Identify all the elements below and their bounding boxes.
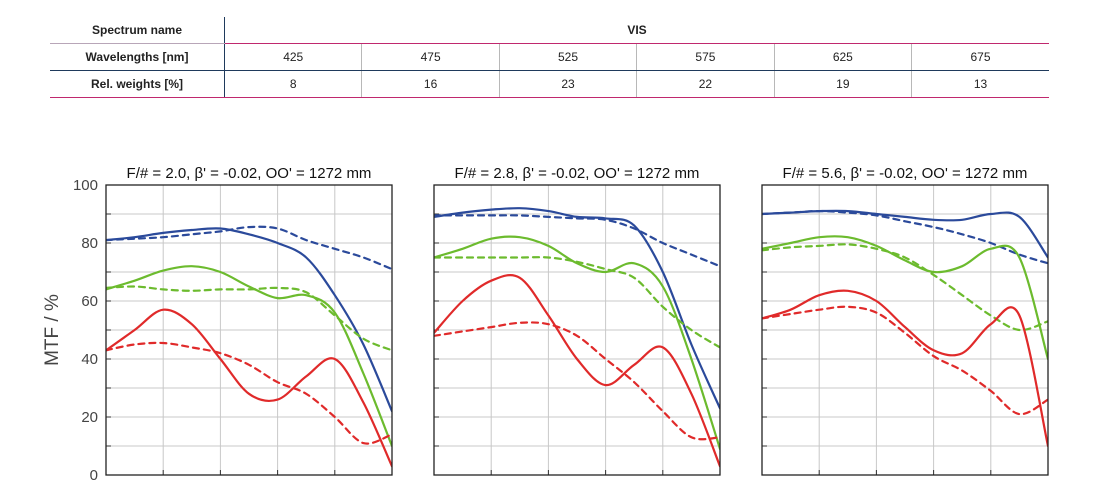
chart-title: F/# = 2.8, β' = -0.02, OO' = 1272 mm: [455, 165, 700, 182]
y-axis-label: MTF / %: [42, 294, 63, 366]
wavelength-cell: 675: [911, 43, 1049, 71]
series-group: [434, 207, 720, 468]
mtf-series-blue-solid: [106, 227, 392, 413]
wavelength-row: Wavelengths [nm] 425 475 525 575 625 675: [50, 43, 1049, 71]
mtf-series-green-dashed: [762, 243, 1048, 332]
mtf-series-green-solid: [434, 235, 720, 450]
weight-cell: 8: [224, 70, 363, 98]
spectrum-row: Spectrum name VIS: [50, 17, 1049, 44]
series-group: [762, 209, 1048, 448]
mtf-series-red-solid: [106, 308, 392, 468]
series-group: [106, 225, 392, 468]
y-tick-label: 80: [81, 235, 98, 252]
weight-cell: 16: [361, 70, 500, 98]
wavelength-label: Wavelengths [nm]: [50, 43, 225, 71]
weights-row: Rel. weights [%] 8 16 23 22 19 13: [50, 70, 1049, 98]
weight-cell: 13: [911, 70, 1049, 98]
wavelength-cell: 575: [636, 43, 775, 71]
wavelength-cell: 525: [499, 43, 638, 71]
mtf-series-red-dashed: [762, 305, 1048, 416]
mtf-series-blue-dashed: [762, 210, 1048, 265]
spectrum-table: Spectrum name VIS Wavelengths [nm] 425 4…: [50, 17, 1049, 98]
wavelength-cell: 425: [224, 43, 363, 71]
mtf-series-red-solid: [762, 289, 1048, 448]
weights-label: Rel. weights [%]: [50, 70, 225, 98]
mtf-charts: F/# = 2.0, β' = -0.02, OO' = 1272 mm 0 20 4…: [42, 165, 1049, 484]
mtf-series-green-solid: [106, 265, 392, 448]
weight-cell: 22: [636, 70, 775, 98]
mtf-series-green-dashed: [434, 256, 720, 349]
spectrum-name-value: VIS: [224, 17, 1049, 44]
mtf-series-green-solid: [762, 235, 1048, 361]
wavelength-cell: 625: [774, 43, 913, 71]
plot-frame: [761, 184, 1049, 476]
y-tick-label: 20: [81, 409, 98, 426]
y-tick-label: 40: [81, 351, 98, 368]
mtf-series-blue-dashed: [106, 225, 392, 271]
mtf-chart-panel: F/# = 2.8, β' = -0.02, OO' = 1272 mm: [433, 165, 721, 476]
mtf-series-red-dashed: [106, 341, 392, 445]
weight-cell: 19: [774, 70, 913, 98]
plot-frame: [105, 184, 393, 476]
y-tick-label: 100: [73, 177, 98, 194]
mtf-series-red-dashed: [434, 321, 720, 441]
plot-frame: [433, 184, 721, 476]
spectrum-name-label: Spectrum name: [50, 17, 225, 44]
chart-title: F/# = 5.6, β' = -0.02, OO' = 1272 mm: [783, 165, 1028, 182]
y-tick-label: 0: [90, 467, 98, 484]
y-tick-label: 60: [81, 293, 98, 310]
chart-title: F/# = 2.0, β' = -0.02, OO' = 1272 mm: [127, 165, 372, 182]
mtf-series-red-solid: [434, 274, 720, 468]
mtf-series-blue-solid: [434, 207, 720, 410]
mtf-chart-panel: F/# = 5.6, β' = -0.02, OO' = 1272 mm: [761, 165, 1049, 476]
weight-cell: 23: [499, 70, 638, 98]
mtf-series-blue-dashed: [434, 214, 720, 268]
mtf-chart-panel: F/# = 2.0, β' = -0.02, OO' = 1272 mm 0 20 4…: [42, 165, 393, 484]
mtf-series-blue-solid: [762, 209, 1048, 259]
wavelength-cell: 475: [361, 43, 500, 71]
mtf-series-green-dashed: [106, 285, 392, 352]
